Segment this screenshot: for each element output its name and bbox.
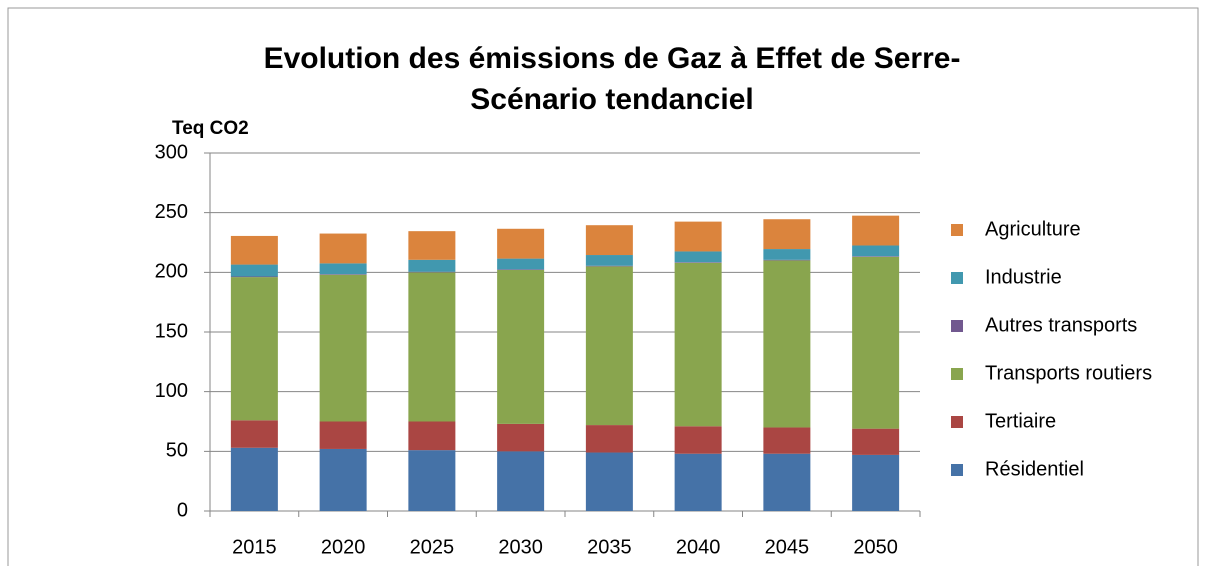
bar-segment	[319, 448, 367, 511]
y-tick-label: 200	[155, 261, 188, 283]
legend-swatch	[951, 464, 963, 476]
bar-segment	[408, 421, 456, 451]
legend-label: Autres transports	[985, 314, 1137, 336]
bar-segment	[852, 256, 900, 429]
y-axis-label: Teq CO2	[172, 118, 249, 139]
bar-segment	[852, 245, 900, 257]
bar-segment	[585, 265, 633, 267]
bar-segment	[230, 420, 278, 448]
bar-segment	[674, 262, 722, 427]
legend-swatch	[951, 320, 963, 332]
bar-segment	[763, 219, 811, 250]
legend-swatch	[951, 368, 963, 380]
x-tick-label: 2025	[410, 536, 455, 558]
y-tick-label: 0	[177, 499, 188, 521]
legend-swatch	[951, 272, 963, 284]
bar-segment	[674, 251, 722, 263]
bar-segment	[497, 269, 545, 424]
bar-segment	[319, 233, 367, 264]
bar-segment	[763, 249, 811, 260]
bar-segment	[763, 260, 811, 428]
x-tick-label: 2015	[232, 536, 277, 558]
legend-label: Transports routiers	[985, 362, 1152, 384]
bar-segment	[497, 269, 545, 270]
bar-segment	[674, 453, 722, 511]
bar-segment	[763, 427, 811, 454]
bar-segment	[585, 255, 633, 266]
legend-label: Industrie	[985, 266, 1062, 288]
x-tick-label: 2050	[853, 536, 898, 558]
bar-segment	[230, 235, 278, 265]
legend-label: Résidentiel	[985, 458, 1084, 480]
bar-segment	[763, 259, 811, 261]
y-tick-label: 50	[166, 440, 188, 462]
bar-segment	[497, 451, 545, 511]
bar-segment	[763, 453, 811, 511]
legend-swatch	[951, 416, 963, 428]
bar-segment	[497, 228, 545, 259]
bar-segment	[408, 450, 456, 511]
bar-segment	[230, 264, 278, 277]
bar-segment	[230, 277, 278, 421]
bar-segment	[408, 231, 456, 260]
bar-segment	[852, 256, 900, 257]
chart-frame	[7, 7, 1199, 566]
bar-segment	[319, 263, 367, 275]
y-tick-label: 100	[155, 380, 188, 402]
legend-label: Tertiaire	[985, 410, 1056, 432]
y-tick-label: 150	[155, 320, 188, 342]
x-tick-label: 2045	[765, 536, 810, 558]
bar-segment	[585, 225, 633, 256]
bar-segment	[408, 272, 456, 422]
bar-segment	[674, 221, 722, 252]
x-tick-label: 2030	[498, 536, 543, 558]
bar-segment	[319, 421, 367, 449]
bar-segment	[497, 423, 545, 452]
bar-segment	[319, 274, 367, 422]
bar-segment	[585, 425, 633, 453]
bar-segment	[230, 276, 278, 278]
y-tick-label: 300	[155, 141, 188, 163]
bar-segment	[852, 454, 900, 511]
bar-segment	[674, 262, 722, 263]
chart-title: Evolution des émissions de Gaz à Effet d…	[264, 42, 961, 75]
bar-segment	[230, 447, 278, 511]
bar-segment	[585, 452, 633, 511]
bar-segment	[852, 428, 900, 455]
x-tick-label: 2035	[587, 536, 632, 558]
legend-label: Agriculture	[985, 218, 1081, 240]
chart-title: Scénario tendanciel	[470, 83, 753, 116]
bar-segment	[852, 215, 900, 246]
bar-segment	[497, 258, 545, 270]
bar-segment	[408, 259, 456, 272]
bar-segment	[674, 426, 722, 454]
y-tick-label: 250	[155, 201, 188, 223]
x-tick-label: 2020	[321, 536, 366, 558]
x-tick-label: 2040	[676, 536, 721, 558]
legend-swatch	[951, 224, 963, 236]
bar-segment	[319, 274, 367, 275]
bar-segment	[408, 271, 456, 273]
bar-segment	[585, 266, 633, 426]
